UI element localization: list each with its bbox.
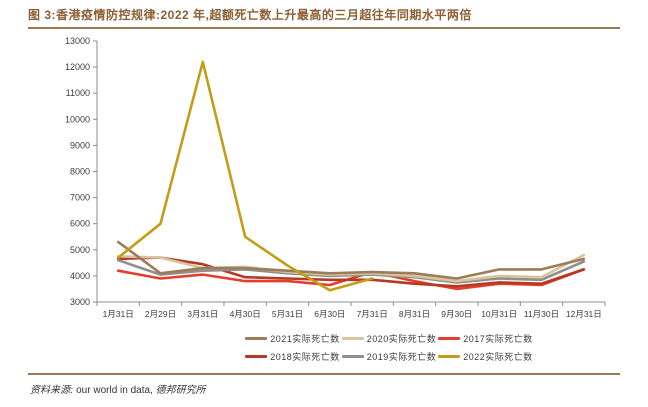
figure-title: 图 3:香港疫情防控规律:2022 年,超额死亡数上升最高的三月超往年同期水平两…: [28, 8, 472, 22]
y-tick-label: 4000: [70, 271, 90, 281]
source-text: our world in data,: [76, 385, 153, 396]
legend-label: 2021实际死亡数: [270, 334, 340, 344]
source-label: 资料来源:: [30, 385, 74, 396]
x-tick-label: 5月31日: [272, 309, 303, 319]
x-tick-label: 1月31日: [103, 309, 134, 319]
legend-row: 2018实际死亡数 2019实际死亡数 2022实际死亡数: [130, 350, 648, 363]
legend-label: 2018实际死亡数: [270, 352, 340, 362]
chart-area: 3000 4000 5000 6000 7000 8000 9000 10000 11000 12…: [0, 32, 648, 332]
y-tick-label: 10000: [65, 114, 90, 124]
legend-swatch-icon: [341, 355, 364, 358]
legend-item-2019: 2019实际死亡数: [341, 350, 437, 363]
legend-swatch-icon: [341, 337, 364, 340]
y-tick-label: 11000: [66, 88, 90, 98]
legend-item-2018: 2018实际死亡数: [245, 350, 340, 363]
legend-swatch-icon: [245, 355, 268, 358]
y-tick-label: 5000: [70, 245, 90, 255]
legend-label: 2017实际死亡数: [463, 334, 533, 344]
chart-legend: 2021实际死亡数 2020实际死亡数 2017实际死亡数 2018实际死亡数 2019…: [130, 332, 648, 368]
series-line-2021: [116, 240, 586, 280]
legend-item-2017: 2017实际死亡数: [438, 332, 533, 345]
footer-divider: [28, 373, 620, 375]
legend-row: 2021实际死亡数 2020实际死亡数 2017实际死亡数: [130, 332, 648, 345]
x-tick-label: 4月30日: [230, 309, 261, 319]
y-tick-label: 13000: [65, 36, 90, 46]
x-tick-label: 8月31日: [399, 309, 430, 319]
legend-swatch-icon: [438, 355, 461, 358]
legend-swatch-icon: [438, 337, 461, 340]
x-tick-label: 10月31日: [481, 309, 517, 319]
title-divider: [28, 27, 620, 29]
legend-label: 2022实际死亡数: [463, 352, 533, 362]
y-tick-label: 8000: [70, 167, 90, 177]
legend-swatch-icon: [245, 337, 268, 340]
y-tick-label: 9000: [70, 140, 90, 150]
y-tick-label: 7000: [70, 193, 90, 203]
y-tick-label: 6000: [70, 219, 90, 229]
x-tick-label: 7月31日: [357, 309, 388, 319]
x-tick-label: 11月30日: [524, 309, 559, 319]
x-tick-label: 2月29日: [145, 309, 176, 319]
legend-item-2020: 2020实际死亡数: [341, 332, 437, 345]
x-tick-label: 3月31日: [187, 309, 218, 319]
line-chart: 3000 4000 5000 6000 7000 8000 9000 10000 11000 12…: [65, 36, 606, 319]
legend-label: 2019实际死亡数: [366, 352, 437, 362]
x-tick-label: 12月31日: [566, 309, 602, 319]
legend-item-2021: 2021实际死亡数: [245, 332, 340, 345]
source-org: 德邦研究所: [155, 385, 206, 396]
series-line-2018: [116, 256, 586, 288]
source-note: 资料来源: our world in data, 德邦研究所: [30, 381, 206, 396]
legend-item-2022: 2022实际死亡数: [438, 350, 533, 363]
series-line-2022: [116, 60, 374, 292]
x-tick-label: 9月30日: [441, 309, 472, 319]
y-tick-label: 3000: [70, 297, 90, 307]
legend-label: 2020实际死亡数: [366, 334, 437, 344]
y-tick-label: 12000: [65, 62, 90, 72]
x-tick-label: 6月30日: [314, 309, 345, 319]
